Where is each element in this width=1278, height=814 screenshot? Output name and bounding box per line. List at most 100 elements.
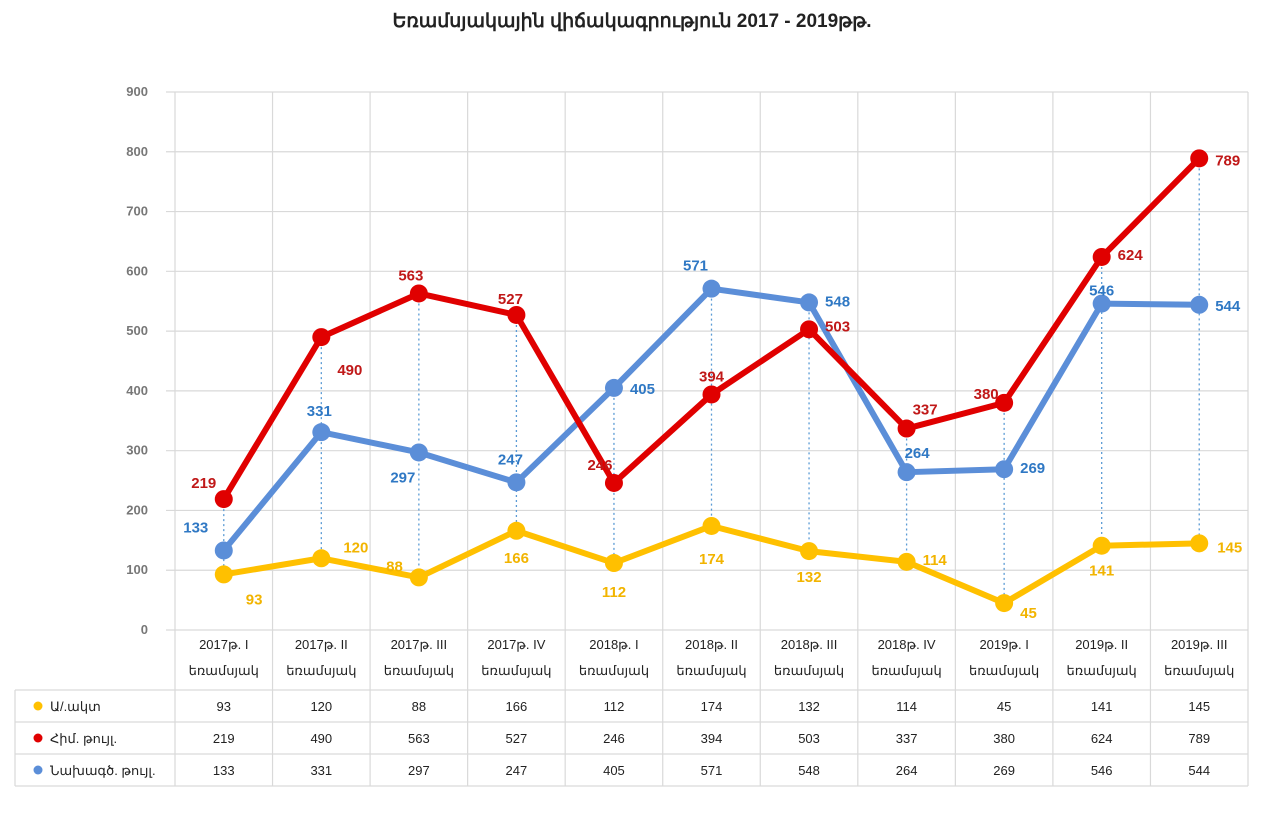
data-point	[604, 378, 623, 397]
data-label: 145	[1217, 539, 1242, 556]
x-category-sublabel: եռամսյակ	[1067, 663, 1137, 678]
data-label: 490	[337, 362, 362, 379]
data-point	[897, 419, 916, 438]
legend-marker	[33, 765, 43, 775]
data-point	[312, 328, 331, 347]
data-point	[702, 279, 721, 298]
y-tick-label: 200	[126, 502, 148, 517]
table-cell-value: 88	[412, 699, 426, 714]
x-category-sublabel: եռամսյակ	[189, 663, 259, 678]
data-label: 563	[398, 267, 423, 284]
table-cell-value: 563	[408, 731, 430, 746]
x-category-label: 2019թ. I	[979, 637, 1028, 652]
data-label: 45	[1020, 605, 1037, 622]
y-tick-label: 0	[141, 622, 148, 637]
y-tick-label: 700	[126, 204, 148, 219]
data-label: 141	[1089, 563, 1114, 580]
table-cell-value: 93	[217, 699, 231, 714]
data-label: 571	[683, 258, 708, 275]
data-point	[800, 542, 819, 561]
y-tick-label: 300	[126, 443, 148, 458]
table-cell-value: 120	[310, 699, 332, 714]
data-label: 297	[390, 469, 415, 486]
table-cell-value: 544	[1188, 763, 1210, 778]
data-label: 132	[797, 569, 822, 586]
x-category-label: 2017թ. III	[391, 637, 448, 652]
y-axis-ticks: 0 100 200 300 400 500 600 700 800 900	[126, 84, 148, 637]
data-point	[312, 423, 331, 442]
table-cell-value: 548	[798, 763, 820, 778]
table-cell-value: 527	[506, 731, 528, 746]
data-label: 544	[1215, 298, 1241, 315]
table-cell-value: 624	[1091, 731, 1113, 746]
y-tick-label: 100	[126, 562, 148, 577]
table-cell-value: 503	[798, 731, 820, 746]
legend-label: Ա/.ակտ	[50, 699, 101, 714]
x-category-label: 2018թ. I	[589, 637, 638, 652]
data-label: 219	[191, 475, 216, 492]
x-category-sublabel: եռամսյակ	[384, 663, 454, 678]
data-point	[995, 594, 1014, 613]
x-category-label: 2019թ. II	[1075, 637, 1128, 652]
legend-marker	[33, 701, 43, 711]
data-label: 174	[699, 551, 725, 568]
data-point	[604, 554, 623, 573]
data-point	[1092, 294, 1111, 313]
table-cell-value: 789	[1188, 731, 1210, 746]
data-label: 548	[825, 293, 850, 310]
table-cell-value: 133	[213, 763, 235, 778]
data-label: 133	[183, 519, 208, 536]
table-cell-value: 132	[798, 699, 820, 714]
data-label: 331	[307, 403, 332, 420]
series-lines	[214, 149, 1209, 613]
legend-label: Նախագծ. թույլ.	[50, 763, 156, 778]
x-category-sublabel: եռամսյակ	[871, 663, 941, 678]
x-category-sublabel: եռամսյակ	[774, 663, 844, 678]
data-point	[1190, 295, 1209, 314]
data-label: 789	[1215, 152, 1240, 169]
data-point	[214, 541, 233, 560]
data-point	[1190, 534, 1209, 553]
data-label: 114	[923, 552, 948, 569]
x-category-label: 2018թ. II	[685, 637, 738, 652]
data-point	[409, 568, 428, 587]
data-point	[214, 565, 233, 584]
data-point	[312, 549, 331, 568]
legend-marker	[33, 733, 43, 743]
table-cell-value: 166	[506, 699, 528, 714]
chart-title: Եռամսյակային վիճակագրություն 2017 - 2019…	[392, 11, 871, 32]
data-point	[507, 521, 526, 540]
data-point	[800, 320, 819, 339]
data-point	[702, 516, 721, 535]
table-cell-value: 246	[603, 731, 625, 746]
x-category-sublabel: եռամսյակ	[481, 663, 551, 678]
data-point	[507, 473, 526, 492]
table-cell-value: 45	[997, 699, 1011, 714]
table-cell-value: 264	[896, 763, 918, 778]
data-label: 246	[587, 457, 612, 474]
x-category-sublabel: եռամսյակ	[579, 663, 649, 678]
table-cell-value: 174	[701, 699, 723, 714]
data-point	[897, 552, 916, 571]
data-labels: 93 120 88 166 112 174 132 114 45 141 145 219 490 563 5…	[183, 152, 1242, 622]
data-point	[995, 393, 1014, 412]
data-point	[702, 385, 721, 404]
table-cell-value: 141	[1091, 699, 1113, 714]
table-cell-value: 269	[993, 763, 1015, 778]
data-point	[604, 473, 623, 492]
data-label: 166	[504, 550, 529, 567]
data-point	[897, 463, 916, 482]
x-category-sublabel: եռամսյակ	[1164, 663, 1234, 678]
table-cell-value: 112	[604, 699, 625, 714]
data-label: 405	[630, 381, 655, 398]
x-category-sublabel: եռամսյակ	[286, 663, 356, 678]
y-tick-label: 800	[126, 144, 148, 159]
legend-label: Հիմ. թույլ.	[50, 731, 117, 746]
x-category-label: 2019թ. III	[1171, 637, 1228, 652]
data-label: 247	[498, 451, 523, 468]
data-label: 394	[699, 368, 725, 385]
table-cell-value: 405	[603, 763, 625, 778]
y-tick-label: 900	[126, 84, 148, 99]
table-cell-value: 114	[896, 699, 917, 714]
